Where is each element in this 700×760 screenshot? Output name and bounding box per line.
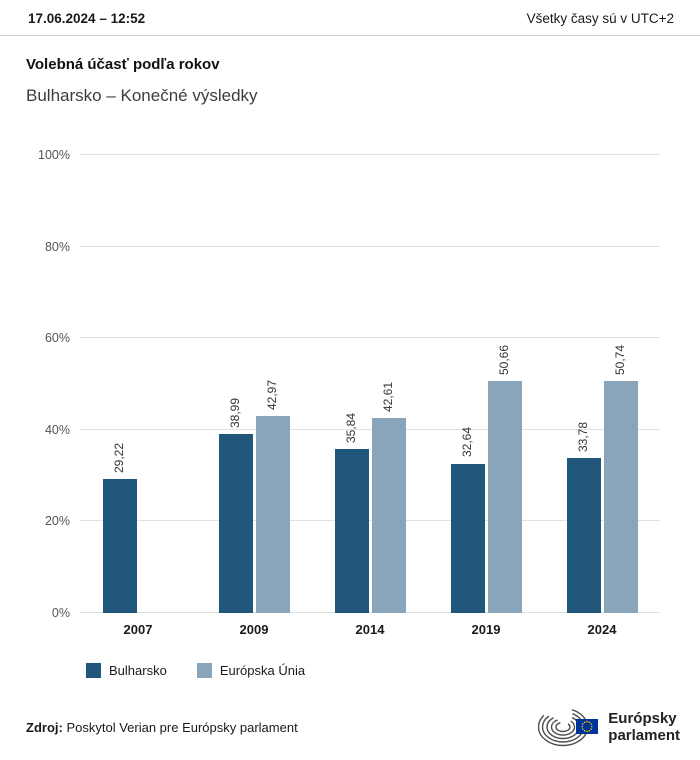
legend-item-bulharsko: Bulharsko xyxy=(86,663,167,678)
gridline-40% xyxy=(80,428,660,430)
ep-logo-text: Európsky parlament xyxy=(608,710,680,745)
bar-value-label: 33,78 xyxy=(576,422,590,453)
bar-bulharsko-2024 xyxy=(566,458,601,613)
chart-title: Volebná účasť podľa rokov xyxy=(26,56,220,73)
y-tick-label-100%: 100% xyxy=(38,148,70,162)
bar-value-label: 42,61 xyxy=(381,381,395,412)
gridline-20% xyxy=(80,520,660,522)
x-tick-label-2024: 2024 xyxy=(587,622,617,637)
bar-value-label: 50,66 xyxy=(497,344,511,375)
bar-value-label: 38,99 xyxy=(228,398,242,429)
legend-label: Bulharsko xyxy=(109,663,167,678)
y-tick-label-60%: 60% xyxy=(44,331,70,346)
legend-swatch xyxy=(196,663,212,678)
bar-value-label: 42,97 xyxy=(265,380,279,411)
source: Zdroj: Poskytol Verian pre Európsky parl… xyxy=(26,720,298,735)
source-text: Poskytol Verian pre Európsky parlament xyxy=(66,719,298,735)
bar-európska-únia-2019 xyxy=(487,380,522,613)
ep-logo: Európsky parlament xyxy=(538,704,680,750)
top-bar: 17.06.2024 – 12:52 Všetky časy sú v UTC+… xyxy=(0,0,700,35)
y-tick-label-80%: 80% xyxy=(44,239,70,254)
ep-logo-line2: parlament xyxy=(608,727,680,744)
bar-value-label: 35,84 xyxy=(344,412,358,443)
x-tick-label-2019: 2019 xyxy=(471,622,501,637)
ep-logo-line1: Európsky xyxy=(608,709,677,727)
x-tick-label-2009: 2009 xyxy=(239,622,269,637)
bar-európska-únia-2009 xyxy=(255,416,290,613)
gridline-60% xyxy=(80,337,660,339)
chart-subtitle: Bulharsko – Konečné výsledky xyxy=(26,86,258,105)
ep-hemicycle-icon xyxy=(538,707,599,747)
y-tick-label-0%: 0% xyxy=(51,606,70,620)
legend-item-európska-únia: Európska Únia xyxy=(196,663,306,678)
x-tick-label-2007: 2007 xyxy=(123,622,153,637)
x-axis-labels: 2007 2009 2014 2019 2024 xyxy=(80,613,660,637)
bar-value-label: 29,22 xyxy=(112,443,126,474)
plot-area: 0% 20% 40% 60% 80% 100% 29,22 38,99 42,97 35,84 42… xyxy=(38,148,660,620)
gridline-80% xyxy=(80,245,660,247)
bar-chart: 0% 20% 40% 60% 80% 100% 29,22 38,99 42,97 35,84 42… xyxy=(0,148,700,637)
legend: Bulharsko Európska Únia xyxy=(86,663,700,678)
eu-flag-icon xyxy=(576,719,599,734)
bar-bulharsko-2009 xyxy=(218,434,253,613)
datetime: 17.06.2024 – 12:52 xyxy=(28,11,146,26)
bar-bulharsko-2014 xyxy=(334,448,369,613)
y-tick-label-40%: 40% xyxy=(44,422,70,437)
legend-swatch xyxy=(86,663,101,678)
bar-európska-únia-2024 xyxy=(603,380,638,613)
y-tick-label-20%: 20% xyxy=(44,514,70,529)
x-tick-label-2014: 2014 xyxy=(355,622,385,637)
source-label: Zdroj: xyxy=(26,719,63,735)
bar-value-label: 50,74 xyxy=(613,344,627,375)
timezone-note: Všetky časy sú v UTC+2 xyxy=(526,11,674,26)
footer: Zdroj: Poskytol Verian pre Európsky parl… xyxy=(26,704,680,750)
bar-value-label: 32,64 xyxy=(460,427,474,458)
gridline-100% xyxy=(80,154,660,155)
divider xyxy=(0,35,700,36)
gridline-0% xyxy=(80,612,660,613)
bar-bulharsko-2019 xyxy=(450,463,485,613)
bar-bulharsko-2007 xyxy=(102,479,137,613)
legend-label: Európska Únia xyxy=(219,663,306,678)
bar-európska-únia-2014 xyxy=(371,417,406,613)
